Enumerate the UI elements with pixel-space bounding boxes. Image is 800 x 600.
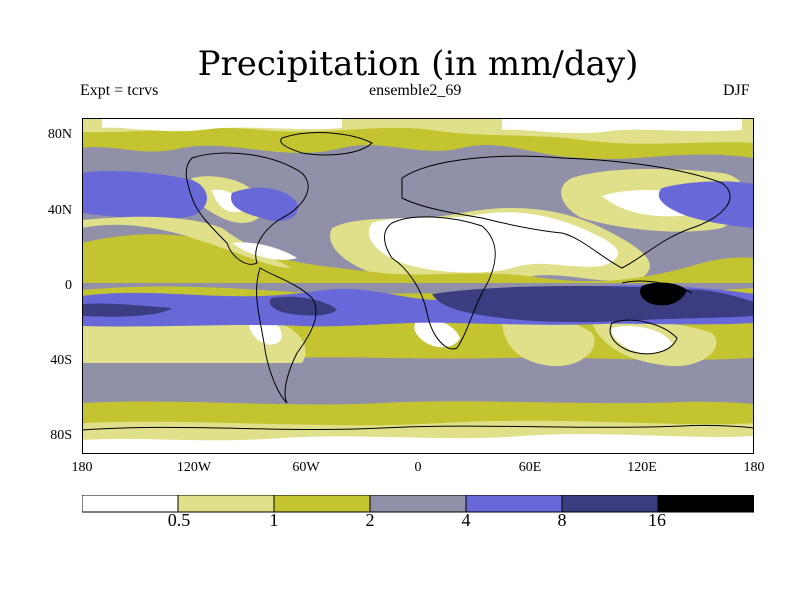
lon-tick-0: 0: [414, 460, 422, 475]
colorbar-swatch: [657, 495, 754, 513]
plot-title: Precipitation (in mm/day): [197, 44, 639, 84]
field-north-pacific-white2: [212, 189, 700, 217]
precipitation-map: [82, 118, 754, 454]
field-north-pacific-pale: [189, 168, 746, 232]
lat-tick-40n: 40N: [47, 203, 72, 218]
lon-tick-180e: 180: [743, 460, 765, 475]
lat-tick-80n: 80N: [47, 127, 72, 142]
field-itcz-white: [232, 242, 297, 260]
field-antarctic-white: [82, 434, 754, 454]
colorbar-label-0-5: 0.5: [167, 510, 191, 530]
colorbar-label-1: 1: [269, 510, 279, 530]
lon-tick-120w: 120W: [176, 460, 212, 475]
field-arctic-white: [102, 118, 742, 134]
map-frame: [82, 118, 754, 454]
lon-tick-180w: 180: [71, 460, 93, 475]
lon-tick-60w: 60W: [292, 460, 320, 475]
lat-tick-40s: 40S: [50, 353, 72, 368]
colorbar: [82, 495, 754, 513]
field-eq-darkblue: [82, 286, 754, 323]
lon-tick-120e: 120E: [627, 460, 657, 475]
lon-tick-60e: 60E: [518, 460, 542, 475]
lat-tick-0: 0: [65, 278, 72, 293]
field-north-atlantic-blue: [82, 170, 754, 228]
coastlines: [82, 132, 754, 431]
season-label: DJF: [723, 82, 750, 99]
run-label: ensemble2_69: [369, 82, 462, 99]
colorbar-label-16: 16: [648, 510, 666, 530]
field-maritime-black: [640, 282, 687, 306]
colorbar-label-4: 4: [461, 510, 471, 530]
colorbar-label-8: 8: [557, 510, 567, 530]
experiment-label: Expt = tcrvs: [80, 82, 159, 99]
field-itcz-yellow-upper: [82, 234, 754, 283]
lat-tick-80s: 80S: [50, 428, 72, 443]
colorbar-label-2: 2: [365, 510, 375, 530]
field-itcz-pale: [82, 216, 292, 268]
